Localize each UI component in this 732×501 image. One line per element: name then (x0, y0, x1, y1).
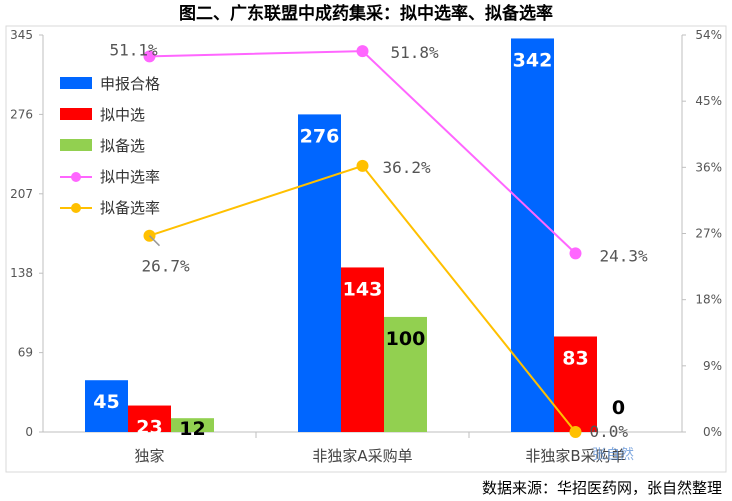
bar (341, 267, 384, 432)
bar-data-label: 23 (136, 417, 162, 439)
legend-swatch (60, 77, 92, 89)
chart-frame (5, 25, 727, 473)
line-data-label: 24.3% (600, 246, 649, 265)
bar-data-label: 12 (179, 418, 205, 440)
legend-label: 申报合格 (100, 75, 160, 93)
y-left-tick-label: 138 (10, 266, 33, 280)
line-point (356, 45, 369, 58)
line-point (569, 247, 582, 260)
bar-data-label: 83 (562, 347, 588, 369)
bar (85, 380, 128, 432)
legend-label: 拟备选 (100, 137, 145, 155)
line-data-label: 36.2% (383, 158, 432, 177)
y-left-tick-label: 69 (18, 346, 33, 360)
x-tick-label: 非独家B采购单 (525, 447, 625, 465)
x-tick-label: 独家 (134, 447, 164, 465)
legend-label: 拟备选率 (100, 199, 160, 217)
y-left-tick-label: 0 (25, 425, 33, 439)
bar-data-label: 143 (343, 278, 383, 300)
line-point (569, 426, 582, 438)
bar-data-label: 100 (386, 328, 426, 350)
line-data-label: 51.1% (110, 40, 159, 59)
chart-title: 图二、广东联盟中成药集采：拟中选率、拟备选率 (179, 3, 553, 24)
legend-swatch (60, 139, 92, 151)
bar-data-label: 45 (93, 391, 119, 413)
bar-data-label: 0 (612, 397, 625, 419)
bar (384, 316, 427, 432)
line-point (143, 50, 156, 63)
x-tick-label: 非独家A采购单 (312, 447, 412, 465)
bar (511, 38, 554, 432)
legend-swatch (60, 108, 92, 120)
plot-area: 0 69 138 207 276 345 0% 9% 18% 27% 36% 45% 54% 独家 非独家A… (10, 28, 722, 465)
data-source: 数据来源：华招医药网，张自然整理 (482, 479, 722, 497)
bar (171, 418, 214, 432)
bar (128, 405, 171, 432)
y-right-tick-label: 54% (695, 28, 722, 42)
y-right-tick-label: 27% (695, 227, 722, 241)
y-left-tick-label: 345 (10, 28, 33, 42)
legend-marker (71, 172, 81, 182)
y-right-tick-label: 45% (695, 94, 722, 108)
line-point (356, 159, 369, 172)
y-left-tick-label: 276 (10, 107, 33, 121)
label-leader-line (148, 235, 161, 247)
y-right-tick-label: 0% (703, 425, 722, 439)
bar (554, 336, 597, 432)
bar-data-label: 342 (513, 49, 553, 71)
y-right-tick-label: 18% (695, 293, 722, 307)
bar (298, 114, 341, 433)
line-data-label: 26.7% (142, 257, 191, 276)
legend-label: 拟中选 (100, 106, 145, 124)
bar-data-label: 276 (300, 125, 340, 147)
y-right-tick-label: 36% (695, 160, 722, 174)
legend-label: 拟中选率 (100, 168, 160, 186)
line-data-label: 0.0% (590, 422, 629, 441)
y-right-tick-label: 9% (703, 359, 722, 373)
legend-marker (71, 203, 81, 213)
watermark: 张自然 (592, 446, 634, 463)
line-data-label: 51.8% (391, 43, 440, 62)
y-left-tick-label: 207 (10, 187, 33, 201)
